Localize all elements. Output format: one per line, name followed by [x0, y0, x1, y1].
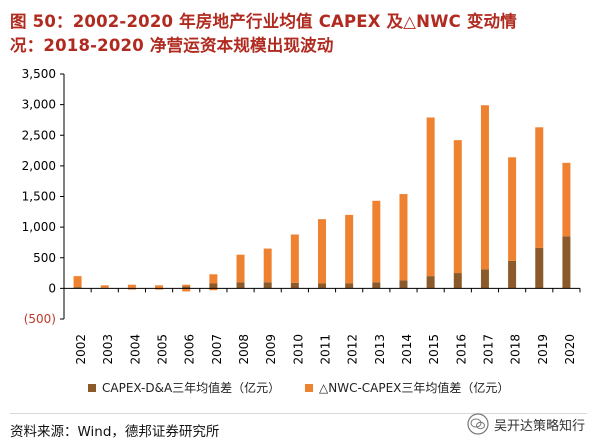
- x-tick-label: 2011: [319, 334, 333, 365]
- bar-nwc-capex: [508, 157, 517, 261]
- y-tick-label: 3,500: [22, 67, 56, 81]
- bar-chart: (500)05001,0001,5002,0002,5003,0003,500 …: [22, 67, 581, 365]
- bar-nwc-capex: [399, 194, 408, 281]
- legend-swatch-nwc-capex: [305, 383, 313, 392]
- x-tick-label: 2003: [101, 334, 115, 365]
- bar-capex-da: [73, 287, 82, 289]
- legend-label-capex-da: CAPEX-D&A三年均值差（亿元）: [102, 381, 281, 395]
- x-tick-label: 2019: [536, 334, 550, 365]
- bar-nwc-capex-negative: [209, 288, 218, 291]
- bar-nwc-capex: [562, 162, 571, 237]
- x-tick-label: 2020: [563, 334, 577, 365]
- x-axis: 2002 2003 2004 2005 2006 2007 2008 2009 2010 2011…: [63, 287, 581, 365]
- bar-nwc-capex-negative: [127, 288, 136, 290]
- bar-capex-da: [453, 273, 462, 289]
- y-tick-label: 500: [33, 251, 56, 265]
- x-tick-label: 2004: [128, 334, 142, 365]
- watermark: 吴开达策略知行: [467, 413, 585, 435]
- bar-nwc-capex: [263, 248, 272, 283]
- bar-capex-da: [426, 276, 435, 289]
- bar-capex-da: [263, 282, 272, 289]
- x-tick-label: 2013: [373, 334, 387, 365]
- bar-nwc-capex: [73, 276, 82, 288]
- bar-capex-da: [345, 283, 354, 289]
- bar-capex-da: [535, 247, 544, 289]
- bar-nwc-capex: [182, 284, 191, 287]
- bar-series: [73, 105, 571, 292]
- bar-nwc-capex: [127, 284, 136, 288]
- y-tick-label: 1,000: [22, 220, 56, 234]
- chart-legend: CAPEX-D&A三年均值差（亿元） △NWC-CAPEX三年均值差（亿元）: [0, 379, 597, 397]
- bar-nwc-capex: [535, 127, 544, 248]
- y-tick-label: 3,000: [22, 98, 56, 112]
- y-tick-label: 2,500: [22, 128, 56, 142]
- y-tick-label: 2,000: [22, 159, 56, 173]
- bar-nwc-capex: [236, 254, 245, 283]
- x-tick-label: 2015: [427, 334, 441, 365]
- bar-nwc-capex: [155, 285, 164, 288]
- bar-nwc-capex: [480, 105, 489, 270]
- bar-capex-da: [318, 283, 326, 289]
- y-tick-label: 1,500: [22, 190, 56, 204]
- x-tick-label: 2002: [74, 334, 88, 365]
- bar-nwc-capex: [290, 234, 299, 283]
- bar-capex-da: [182, 286, 191, 289]
- x-tick-label: 2010: [291, 334, 305, 365]
- bar-capex-da: [399, 280, 408, 289]
- bar-nwc-capex: [345, 214, 354, 284]
- bar-capex-da: [372, 282, 381, 289]
- chart-title-block: 图 50：2002-2020 年房地产行业均值 CAPEX 及△NWC 变动情 …: [10, 10, 590, 58]
- bar-capex-da: [290, 282, 299, 289]
- bar-nwc-capex-negative: [182, 288, 191, 292]
- chart-title-line-1: 图 50：2002-2020 年房地产行业均值 CAPEX 及△NWC 变动情: [10, 12, 517, 31]
- wechat-icon: [467, 413, 489, 435]
- legend-label-nwc-capex: △NWC-CAPEX三年均值差（亿元）: [319, 381, 510, 395]
- bar-nwc-capex: [372, 200, 381, 283]
- watermark-text: 吴开达策略知行: [493, 418, 585, 434]
- bar-nwc-capex: [318, 219, 326, 284]
- y-tick-label: 0: [48, 281, 56, 295]
- legend-item-capex-da: CAPEX-D&A三年均值差（亿元）: [88, 379, 280, 396]
- legend-item-nwc-capex: △NWC-CAPEX三年均值差（亿元）: [305, 379, 509, 396]
- x-tick-label: 2017: [481, 334, 495, 365]
- x-tick-label: 2009: [264, 334, 278, 365]
- source-note: 资料来源：Wind，德邦证券研究所: [10, 424, 220, 440]
- bar-capex-da: [562, 236, 571, 289]
- x-tick-label: 2007: [210, 334, 224, 365]
- bar-capex-da: [236, 282, 245, 289]
- bar-nwc-capex: [209, 274, 218, 284]
- legend-swatch-capex-da: [88, 383, 96, 392]
- bar-capex-da: [508, 260, 517, 289]
- bar-nwc-capex: [426, 117, 435, 277]
- x-tick-label: 2006: [183, 334, 197, 365]
- y-tick-label: (500): [24, 312, 56, 326]
- bar-nwc-capex: [100, 285, 109, 288]
- x-tick-label: 2018: [509, 334, 523, 365]
- y-axis: (500) 0 500 1,000 1,500 2,000 2,500 3,000 3,500: [22, 67, 65, 326]
- chart-title-line-2: 况：2018-2020 净营运资本规模出现波动: [10, 36, 334, 55]
- bar-capex-da: [209, 283, 218, 289]
- x-tick-label: 2008: [237, 334, 251, 365]
- bar-nwc-capex-negative: [155, 288, 164, 290]
- x-tick-label: 2012: [346, 334, 360, 365]
- bar-nwc-capex: [453, 140, 462, 274]
- x-tick-label: 2016: [454, 334, 468, 365]
- bar-capex-da: [480, 269, 489, 289]
- x-tick-label: 2005: [156, 334, 170, 365]
- x-tick-label: 2014: [400, 334, 414, 365]
- footer-divider: [10, 413, 587, 414]
